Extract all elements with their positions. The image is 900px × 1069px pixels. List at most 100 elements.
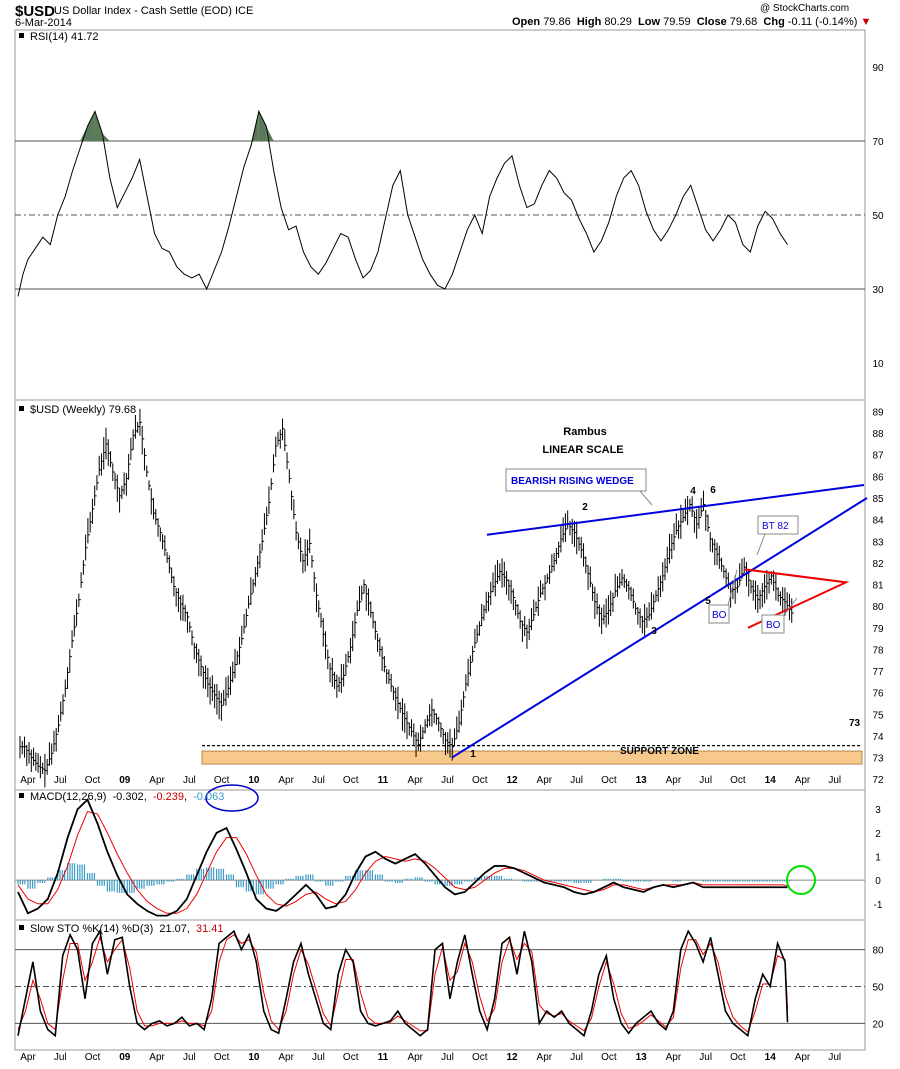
- macd-legend-sep1: ,: [144, 791, 147, 803]
- price-legend-marker: [19, 406, 24, 411]
- macd-y-tick: 0: [875, 876, 881, 887]
- price-y-tick: 79: [872, 624, 884, 635]
- stoch-legend-k: 21.07: [159, 923, 187, 935]
- stoch-legend: Slow STO %K(14) %D(3) 21.07, 31.41: [30, 923, 224, 935]
- x-tick-label: Apr: [278, 1052, 294, 1063]
- wave-label: 6: [710, 485, 716, 496]
- bo1-box: [708, 604, 730, 624]
- linear-scale-label: LINEAR SCALE: [542, 444, 623, 456]
- x-tick-label: Apr: [537, 775, 553, 786]
- macd-legend: MACD(12,26,9) -0.302, -0.239, -0.063: [30, 791, 224, 803]
- bo2-box: [761, 614, 785, 634]
- x-tick-label: 11: [378, 1052, 389, 1063]
- x-tick-label: Jul: [441, 1052, 454, 1063]
- price-y-tick: 83: [872, 537, 884, 548]
- macd-legend-marker: [19, 793, 24, 798]
- x-tick-label: 14: [765, 775, 777, 786]
- rsi-legend: RSI(14) 41.72: [30, 31, 98, 43]
- x-tick-label: Apr: [666, 1052, 682, 1063]
- stoch-legend-label: Slow STO %K(14) %D(3): [30, 923, 153, 935]
- low-value: 79.59: [663, 16, 691, 28]
- x-tick-label: Oct: [343, 1052, 359, 1063]
- rsi-overbought-fill: [87, 111, 95, 141]
- down-arrow-icon: ▼: [860, 16, 872, 28]
- x-tick-label: 09: [119, 1052, 131, 1063]
- macd-line: [17, 798, 788, 917]
- price-y-tick: 86: [872, 472, 884, 483]
- x-axis-labels: Apr Apr Jul Jul Oct Oct 09 09 Apr Apr Jul Jul Oct Oct…: [20, 775, 841, 1063]
- macd-y-tick: 3: [875, 805, 881, 816]
- rsi-layer: 10 30 50 70 90: [15, 63, 884, 370]
- x-tick-label: Apr: [407, 775, 423, 786]
- x-tick-label: Oct: [85, 775, 101, 786]
- x-tick-label: Apr: [149, 775, 165, 786]
- x-tick-label: Jul: [312, 775, 325, 786]
- x-tick-label: Apr: [795, 1052, 811, 1063]
- x-tick-label: Jul: [441, 775, 454, 786]
- x-tick-label: 13: [636, 775, 648, 786]
- level-73-label: 73: [849, 718, 861, 729]
- support-zone-label: SUPPORT ZONE: [620, 746, 699, 757]
- price-y-tick: 77: [872, 667, 884, 678]
- support-zone-band: [201, 750, 863, 765]
- price-legend: $USD (Weekly) 79.68: [30, 404, 136, 416]
- x-tick-label: Apr: [537, 1052, 553, 1063]
- chart-date: 6-Mar-2014: [15, 17, 72, 29]
- x-tick-label: Jul: [312, 1052, 325, 1063]
- x-tick-label: Jul: [699, 775, 712, 786]
- x-tick-label: Apr: [407, 1052, 423, 1063]
- copyright: @ StockCharts.com: [760, 3, 850, 14]
- close-value: 79.68: [729, 16, 758, 28]
- x-tick-label: 12: [506, 1052, 518, 1063]
- x-tick-label: 11: [378, 775, 389, 786]
- rsi-legend-marker: [19, 33, 24, 38]
- macd-legend-value: -0.302: [112, 791, 143, 803]
- bt82-pointer: [756, 533, 766, 556]
- x-tick-label: Oct: [472, 1052, 488, 1063]
- price-panel: [14, 399, 866, 791]
- stoch-legend-sep: ,: [187, 923, 190, 935]
- x-tick-label: 12: [506, 775, 518, 786]
- x-tick-label: Oct: [601, 775, 617, 786]
- x-tick-label: Jul: [183, 1052, 196, 1063]
- bo1-pointer: [727, 569, 738, 606]
- wedge-label-box: [505, 468, 647, 492]
- price-y-tick: 89: [872, 407, 884, 418]
- price-y-tick: 74: [872, 732, 884, 743]
- x-tick-label: 13: [636, 1052, 648, 1063]
- x-tick-label: Apr: [666, 775, 682, 786]
- bo1-label: BO: [712, 610, 727, 621]
- x-tick-label: Jul: [828, 775, 841, 786]
- price-y-tick: 87: [872, 451, 884, 462]
- chg-label: Chg: [763, 16, 785, 28]
- x-tick-label: Oct: [472, 775, 488, 786]
- stoch-y-tick: 20: [872, 1019, 884, 1030]
- price-y-tick: 81: [872, 581, 884, 592]
- macd-crossover-circle: [786, 865, 816, 895]
- rsi-y-tick: 10: [872, 359, 884, 370]
- x-tick-label: Oct: [343, 775, 359, 786]
- macd-y-tick: 1: [875, 853, 881, 864]
- x-tick-label: Oct: [730, 1052, 746, 1063]
- wave-label: 5: [705, 596, 711, 607]
- symbol-description: US Dollar Index - Cash Settle (EOD) ICE: [54, 5, 254, 17]
- stoch-layer: 20 50 80: [15, 928, 884, 1038]
- chg-value: -0.11 (-0.14%): [787, 16, 858, 28]
- stoch-legend-marker: [19, 925, 24, 930]
- price-y-tick: 75: [872, 710, 884, 721]
- wedge-label-pointer: [639, 490, 653, 506]
- x-tick-label: Jul: [828, 1052, 841, 1063]
- x-tick-label: Oct: [85, 1052, 101, 1063]
- rsi-line: [17, 109, 788, 297]
- rsi-y-tick: 30: [872, 285, 884, 296]
- x-tick-label: Jul: [570, 1052, 583, 1063]
- low-label: Low: [638, 16, 661, 28]
- macd-panel: [14, 789, 866, 921]
- open-label: Open: [512, 16, 541, 28]
- price-y-tick: 84: [872, 516, 884, 527]
- wave-label: 1: [470, 749, 476, 760]
- bo2-pointer: [783, 597, 798, 616]
- symbol-title: $USD: [15, 3, 56, 20]
- price-y-tick: 78: [872, 645, 884, 656]
